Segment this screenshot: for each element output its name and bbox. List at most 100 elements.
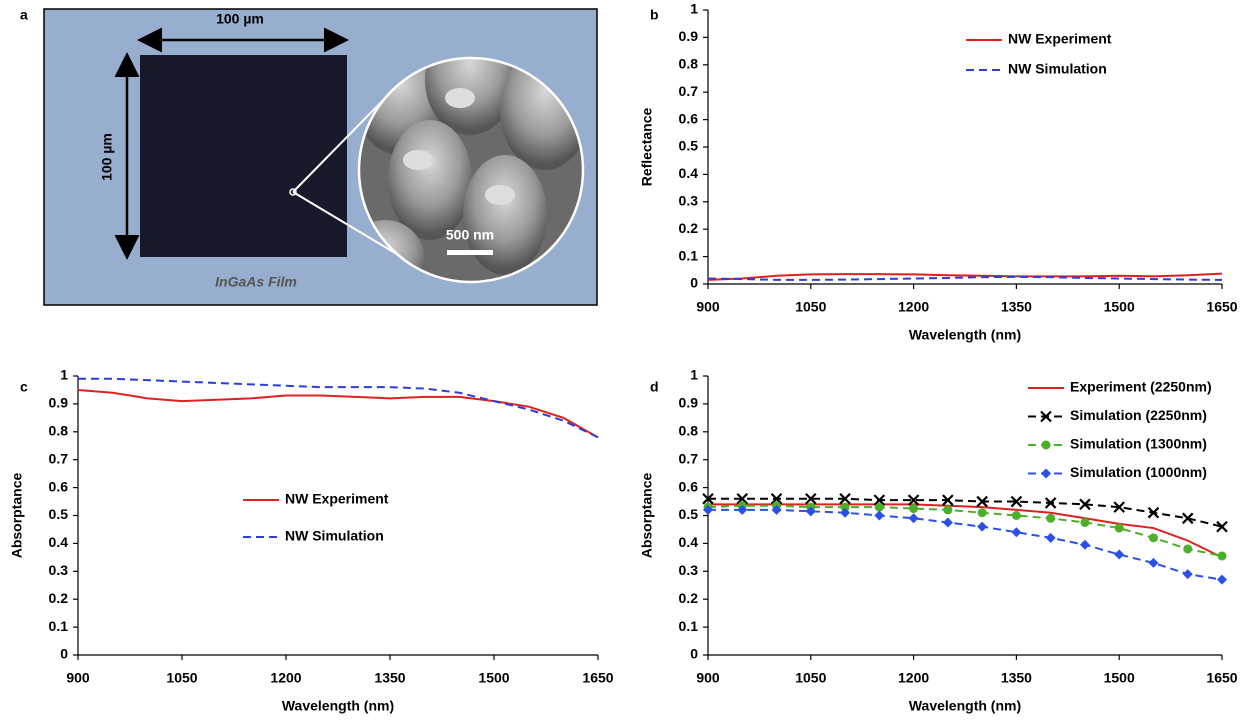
chart: b 0 0.1 0.2 0.3 0.4 0.5 0.6 0.7 0.8 0.9 1 900 1050 120… xyxy=(639,1,1238,343)
legend-label: Simulation (2250nm) xyxy=(1070,407,1207,423)
marker xyxy=(736,492,749,505)
y-tick-label: 0.4 xyxy=(679,165,699,181)
series-line xyxy=(707,504,1223,557)
y-tick-label: 0.3 xyxy=(49,562,69,578)
scale-label: 100 µm xyxy=(216,11,264,27)
x-tick-label: 1050 xyxy=(166,670,197,686)
y-tick-label: 0.5 xyxy=(679,138,699,154)
y-axis-label: Reflectance xyxy=(639,107,655,186)
marker xyxy=(1183,544,1193,554)
y-tick-label: 0.2 xyxy=(49,590,69,606)
marker xyxy=(1079,498,1091,511)
y-tick-label: 0.5 xyxy=(679,506,699,522)
y-tick-label: 0.9 xyxy=(679,395,699,411)
panel-label: a xyxy=(20,7,28,23)
x-tick-label: 1350 xyxy=(1001,299,1032,315)
marker xyxy=(1217,551,1227,561)
marker xyxy=(874,502,884,512)
marker xyxy=(1041,468,1051,479)
marker xyxy=(703,504,713,515)
x-tick-label: 1650 xyxy=(1206,670,1237,686)
y-tick-label: 0.3 xyxy=(679,193,699,209)
chart: d 0 0.1 0.2 0.3 0.4 0.5 0.6 0.7 0.8 0.9 1 900 1050 120… xyxy=(639,367,1238,714)
y-axis-label: Absorptance xyxy=(639,473,655,559)
y-tick-label: 0.4 xyxy=(49,534,69,550)
x-tick-label: 1350 xyxy=(1001,670,1032,686)
series-line xyxy=(708,508,1223,581)
x-tick-label: 1200 xyxy=(898,670,929,686)
marker xyxy=(907,494,920,506)
y-tick-label: 0.5 xyxy=(49,506,69,522)
marker xyxy=(1216,520,1228,533)
series-line xyxy=(77,388,599,439)
series-line xyxy=(708,497,1223,528)
marker xyxy=(1011,511,1021,520)
marker xyxy=(1217,574,1227,585)
marker xyxy=(770,492,783,505)
scale-label: 100 µm xyxy=(99,133,115,181)
chart: c 0 0.1 0.2 0.3 0.4 0.5 0.6 0.7 0.8 0.9 1 900 1050 120… xyxy=(9,367,614,714)
y-tick-label: 0 xyxy=(690,646,698,662)
legend-label: Simulation (1300nm) xyxy=(1070,436,1207,452)
marker xyxy=(1046,513,1056,523)
marker xyxy=(1148,557,1159,568)
panel-label: c xyxy=(20,379,28,395)
x-axis-label: Wavelength (nm) xyxy=(282,698,394,714)
marker xyxy=(942,494,954,506)
x-tick-label: 900 xyxy=(696,299,720,315)
marker xyxy=(976,495,988,508)
marker xyxy=(1080,517,1090,527)
series-line xyxy=(707,272,1223,281)
y-axis-label: Absorptance xyxy=(9,473,25,559)
marker xyxy=(1011,527,1022,538)
y-tick-label: 0.7 xyxy=(679,450,699,466)
x-tick-label: 1350 xyxy=(374,670,405,686)
x-axis-label: Wavelength (nm) xyxy=(909,327,1021,343)
y-tick-label: 0.6 xyxy=(49,478,69,494)
y-tick-label: 0.8 xyxy=(679,423,699,439)
x-axis-label: Wavelength (nm) xyxy=(909,698,1021,714)
film-square xyxy=(140,55,347,257)
marker xyxy=(1147,506,1160,519)
zoom-circle xyxy=(357,56,585,284)
legend-label: NW Experiment xyxy=(1008,31,1112,47)
x-tick-label: 1050 xyxy=(795,670,826,686)
scale-bar xyxy=(447,250,493,255)
y-tick-label: 0.1 xyxy=(679,618,699,634)
x-tick-label: 1050 xyxy=(795,299,826,315)
series-line xyxy=(708,503,1223,559)
y-tick-label: 0.3 xyxy=(679,562,699,578)
x-tick-label: 1650 xyxy=(1206,299,1237,315)
marker xyxy=(805,492,817,505)
x-tick-label: 1200 xyxy=(898,299,929,315)
y-tick-label: 0.2 xyxy=(679,590,699,606)
marker xyxy=(1041,440,1051,450)
legend-label: Simulation (1000nm) xyxy=(1070,464,1207,480)
marker xyxy=(977,508,987,518)
x-tick-label: 1200 xyxy=(270,670,301,686)
y-tick-label: 0.8 xyxy=(49,423,69,439)
marker xyxy=(737,504,748,515)
marker xyxy=(1113,501,1125,513)
legend-label: Experiment (2250nm) xyxy=(1070,379,1212,395)
marker xyxy=(839,492,851,505)
marker xyxy=(1040,410,1052,423)
marker xyxy=(943,505,953,515)
x-tick-label: 900 xyxy=(696,670,720,686)
marker xyxy=(1182,569,1193,580)
y-tick-label: 0.1 xyxy=(49,618,69,634)
marker xyxy=(1181,512,1194,525)
y-tick-label: 0.9 xyxy=(49,395,69,411)
panel-label: d xyxy=(650,379,659,395)
zoom-point xyxy=(289,188,297,196)
marker xyxy=(840,507,851,518)
y-tick-label: 0.4 xyxy=(679,534,699,550)
zoom-line xyxy=(292,87,396,193)
legend-label: NW Simulation xyxy=(1008,61,1107,77)
y-tick-label: 0 xyxy=(60,646,68,662)
marker xyxy=(805,506,816,517)
series-line xyxy=(78,377,599,439)
caption: InGaAs Film xyxy=(215,274,297,290)
marker xyxy=(702,492,714,505)
